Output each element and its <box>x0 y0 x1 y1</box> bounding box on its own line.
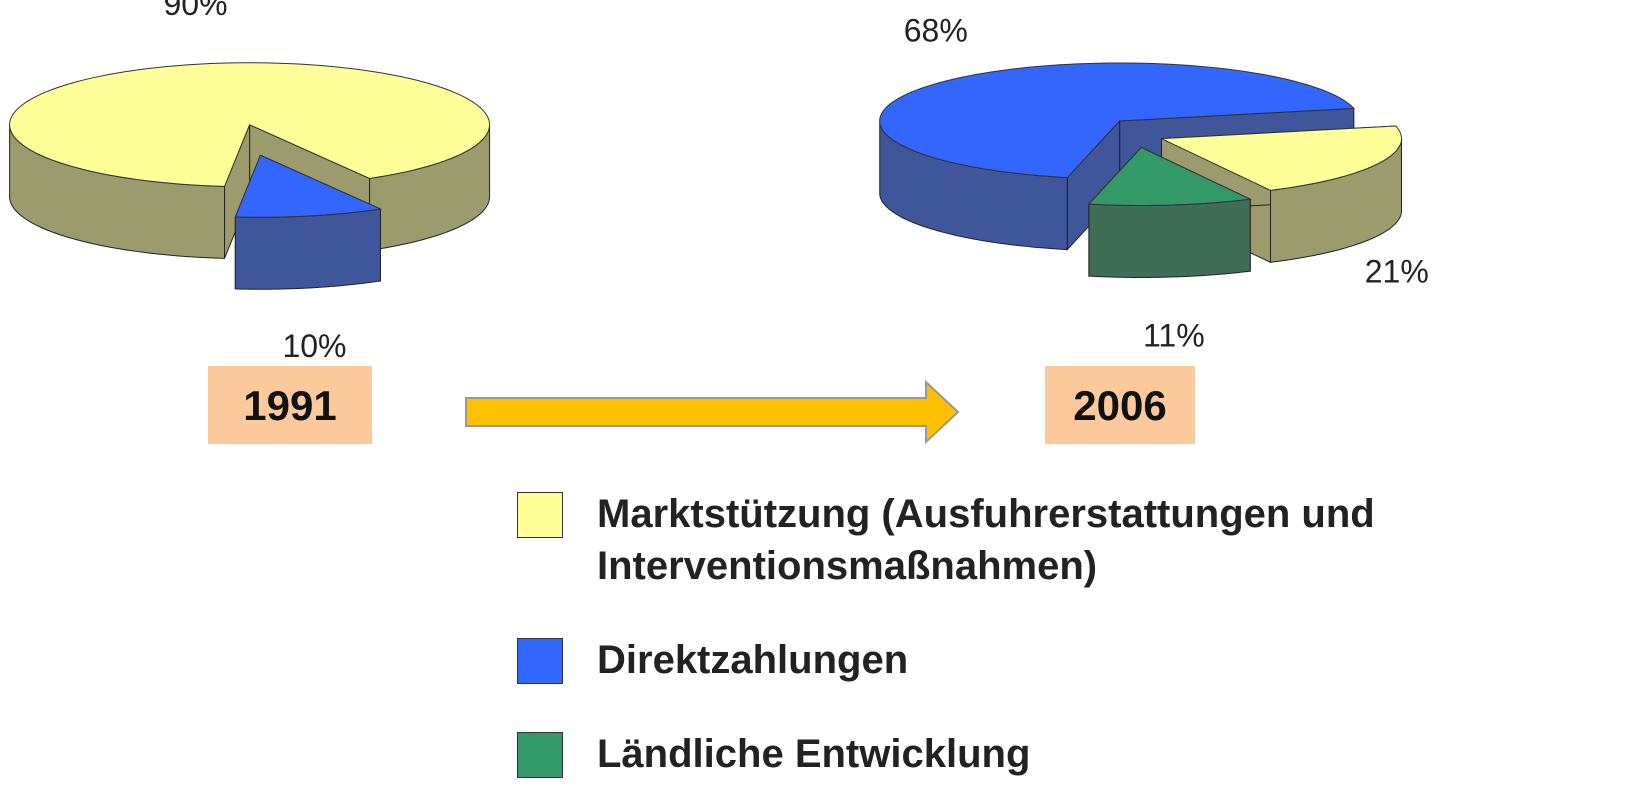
value-label: 90% <box>164 0 228 22</box>
value-label: 21% <box>1365 253 1429 289</box>
legend-item: Marktstützung (Ausfuhrerstattungen und I… <box>517 488 1629 592</box>
legend-item: Ländliche Entwicklung <box>517 728 1629 780</box>
year-box <box>1045 366 1195 444</box>
value-label: 11% <box>1143 318 1205 354</box>
chart-title: 1991 <box>243 382 336 429</box>
slice-side <box>234 208 381 290</box>
legend-label: Marktstützung (Ausfuhrerstattungen und I… <box>597 492 1375 588</box>
slice <box>9 62 491 187</box>
year-box <box>208 366 372 444</box>
slice <box>1161 125 1403 191</box>
legend-item: Direktzahlungen <box>517 634 1629 686</box>
legend-label: Direktzahlungen <box>597 638 909 682</box>
slice <box>1087 146 1252 206</box>
legend-swatch <box>517 638 563 684</box>
slice <box>879 62 1355 179</box>
legend-swatch <box>517 732 563 778</box>
legend-label: Ländliche Entwicklung <box>597 732 1031 776</box>
slice <box>234 154 383 218</box>
chart-title: 2006 <box>1073 382 1166 429</box>
arrow <box>465 379 960 445</box>
slice-side <box>1088 198 1251 278</box>
value-label: 68% <box>904 13 968 49</box>
legend-swatch <box>517 492 563 538</box>
value-label: 10% <box>282 328 346 364</box>
